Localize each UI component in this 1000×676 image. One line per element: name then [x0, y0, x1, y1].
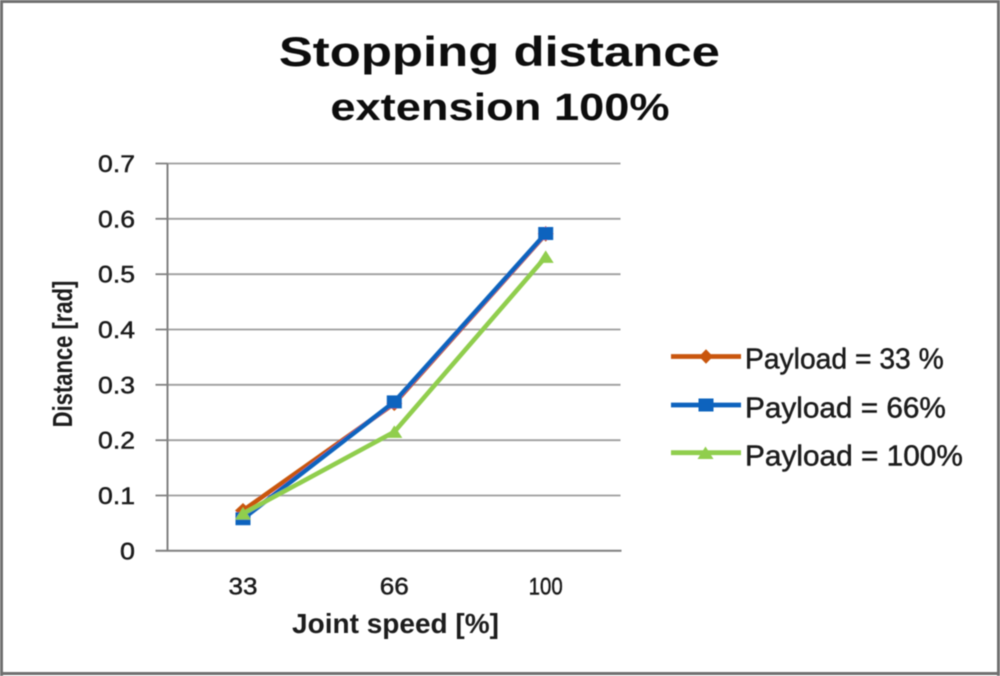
svg-text:Payload = 33 %: Payload = 33 % [745, 343, 944, 375]
svg-text:0.2: 0.2 [98, 428, 135, 455]
svg-text:33: 33 [229, 574, 258, 601]
svg-text:Stopping distance: Stopping distance [279, 28, 720, 75]
svg-text:Payload = 100%: Payload = 100% [745, 440, 963, 473]
svg-text:0.6: 0.6 [98, 206, 135, 233]
svg-text:Payload = 66%: Payload = 66% [745, 392, 946, 425]
svg-text:0.3: 0.3 [98, 372, 135, 399]
svg-text:0.4: 0.4 [98, 317, 135, 344]
svg-text:0: 0 [120, 539, 135, 565]
svg-text:0.7: 0.7 [98, 151, 135, 178]
svg-text:Distance [rad]: Distance [rad] [48, 281, 79, 428]
svg-text:0.5: 0.5 [98, 262, 135, 289]
svg-text:0.1: 0.1 [98, 483, 135, 510]
svg-text:100: 100 [529, 573, 563, 600]
svg-text:Joint speed [%]: Joint speed [%] [292, 608, 499, 639]
svg-text:66: 66 [380, 574, 409, 601]
svg-text:extension 100%: extension 100% [330, 85, 669, 128]
